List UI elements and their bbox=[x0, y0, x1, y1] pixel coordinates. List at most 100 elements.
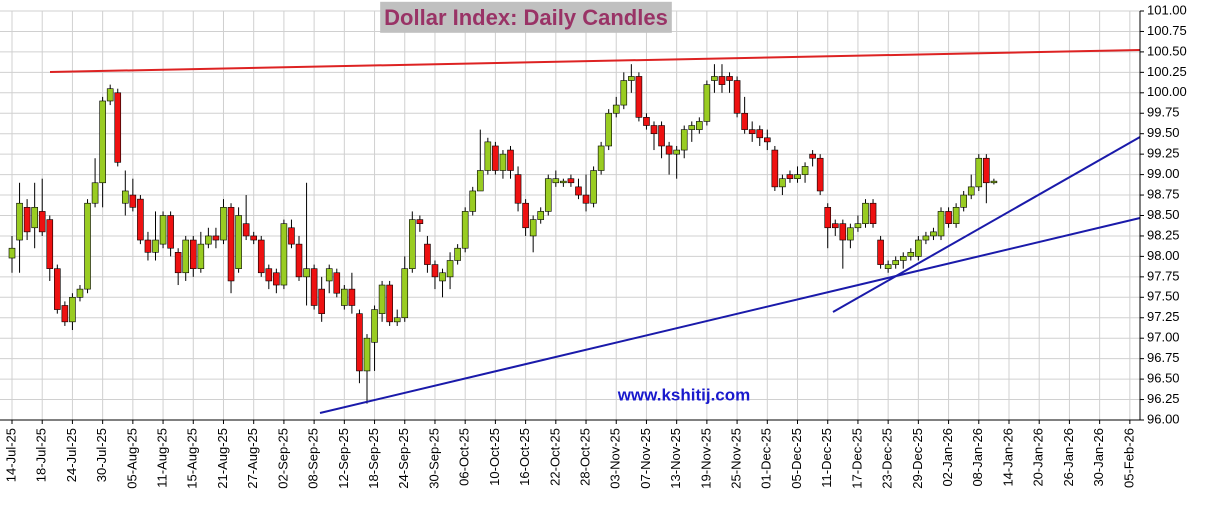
candle-body bbox=[733, 80, 741, 114]
candle-body bbox=[680, 129, 688, 151]
candle-body bbox=[295, 243, 303, 278]
candle-body bbox=[839, 223, 847, 241]
x-tick-label: 15-Aug-25 bbox=[185, 428, 200, 489]
candles bbox=[8, 64, 998, 404]
candle-body bbox=[371, 309, 378, 343]
y-tick-label: 98.75 bbox=[1147, 186, 1180, 201]
candle-body bbox=[983, 157, 990, 184]
candle-body bbox=[718, 76, 726, 85]
candle-body bbox=[552, 178, 560, 184]
candle-body bbox=[114, 92, 122, 163]
candle-body bbox=[922, 235, 930, 241]
candle-body bbox=[61, 305, 69, 323]
x-tick-label: 07-Nov-25 bbox=[638, 428, 653, 489]
candle-body bbox=[590, 170, 597, 204]
candle-body bbox=[46, 219, 54, 269]
candle-body bbox=[892, 260, 900, 265]
candle-body bbox=[220, 207, 227, 241]
candle-body bbox=[952, 207, 960, 224]
x-tick-label: 01-Dec-25 bbox=[759, 428, 774, 489]
x-tick-label: 24-Jul-25 bbox=[64, 428, 79, 482]
candle-body bbox=[711, 76, 718, 81]
y-tick-label: 99.00 bbox=[1147, 166, 1180, 181]
support-line bbox=[319, 217, 1141, 414]
candle-body bbox=[915, 239, 922, 257]
candle-body bbox=[69, 296, 76, 323]
y-tick-label: 96.00 bbox=[1147, 411, 1180, 426]
candle-body bbox=[899, 256, 907, 261]
candle-body bbox=[696, 121, 703, 130]
x-tick-label: 11-Aug-25 bbox=[154, 428, 169, 488]
candle-body bbox=[937, 211, 945, 237]
x-tick-label: 27-Aug-25 bbox=[245, 428, 260, 489]
x-tick-label: 21-Aug-25 bbox=[215, 428, 230, 489]
candle-body bbox=[869, 202, 877, 224]
candle-body bbox=[567, 178, 575, 184]
candle-body bbox=[99, 100, 106, 184]
candle-body bbox=[975, 157, 983, 188]
candle-body bbox=[809, 153, 816, 159]
x-tick-label: 14-Jul-25 bbox=[3, 428, 18, 482]
y-tick-label: 99.50 bbox=[1147, 125, 1180, 140]
candle-body bbox=[280, 223, 288, 286]
candle-body bbox=[31, 207, 38, 229]
x-tick-label: 29-Dec-25 bbox=[910, 428, 925, 489]
candle-body bbox=[424, 243, 431, 265]
candle-body bbox=[212, 235, 220, 241]
candle-body bbox=[756, 129, 764, 139]
y-tick-label: 99.25 bbox=[1147, 146, 1180, 161]
candle-body bbox=[741, 112, 748, 130]
candle-body bbox=[257, 239, 265, 274]
x-tick-label: 19-Nov-25 bbox=[698, 428, 713, 489]
y-tick-label: 96.50 bbox=[1147, 371, 1180, 386]
candle-body bbox=[522, 202, 529, 229]
candle-body bbox=[439, 272, 446, 282]
candle-body bbox=[273, 272, 280, 286]
x-tick-label: 02-Jan-26 bbox=[940, 428, 955, 487]
candle-body bbox=[650, 125, 658, 134]
x-tick-label: 23-Dec-25 bbox=[880, 428, 895, 489]
candle-body bbox=[197, 243, 205, 269]
y-tick-label: 97.25 bbox=[1147, 309, 1180, 324]
x-tick-label: 08-Sep-25 bbox=[306, 428, 321, 489]
candle-body bbox=[401, 268, 409, 319]
x-tick-label: 22-Oct-25 bbox=[547, 428, 562, 486]
x-tick-label: 17-Dec-25 bbox=[849, 428, 864, 489]
candle-body bbox=[325, 268, 333, 282]
x-tick-label: 16-Oct-25 bbox=[517, 428, 532, 486]
x-tick-label: 05-Aug-25 bbox=[124, 428, 139, 489]
candle-body bbox=[205, 235, 212, 245]
x-tick-label: 08-Jan-26 bbox=[970, 428, 985, 487]
y-tick-label: 100.75 bbox=[1147, 23, 1187, 38]
candle-body bbox=[378, 284, 386, 314]
support-line bbox=[832, 136, 1141, 313]
candle-body bbox=[446, 260, 454, 278]
candle-body bbox=[469, 190, 477, 212]
candle-body bbox=[665, 145, 673, 155]
candle-body bbox=[84, 202, 91, 290]
candle-body bbox=[363, 337, 371, 372]
candle-body bbox=[643, 117, 650, 126]
candle-body bbox=[356, 313, 363, 372]
y-tick-label: 97.50 bbox=[1147, 289, 1180, 304]
x-tick-label: 14-Jan-26 bbox=[1000, 428, 1015, 487]
candle-body bbox=[673, 149, 680, 155]
candle-body bbox=[854, 223, 862, 229]
x-tick-label: 30-Jan-26 bbox=[1091, 428, 1106, 487]
candle-body bbox=[703, 84, 711, 122]
candle-body bbox=[816, 157, 824, 192]
candle-body bbox=[8, 247, 16, 259]
x-tick-label: 02-Sep-25 bbox=[275, 428, 290, 489]
candle-body bbox=[862, 202, 869, 224]
x-tick-label: 20-Jan-26 bbox=[1031, 428, 1046, 487]
x-tick-label: 18-Sep-25 bbox=[366, 428, 381, 489]
x-tick-label: 10-Oct-25 bbox=[487, 428, 502, 486]
x-tick-label: 26-Jan-26 bbox=[1061, 428, 1076, 487]
watermark: www.kshitij.com bbox=[617, 385, 751, 404]
candle-body bbox=[794, 174, 801, 179]
candle-body bbox=[242, 223, 250, 237]
y-tick-label: 99.75 bbox=[1147, 105, 1180, 120]
candle-body bbox=[341, 288, 348, 306]
candle-body bbox=[688, 125, 696, 130]
